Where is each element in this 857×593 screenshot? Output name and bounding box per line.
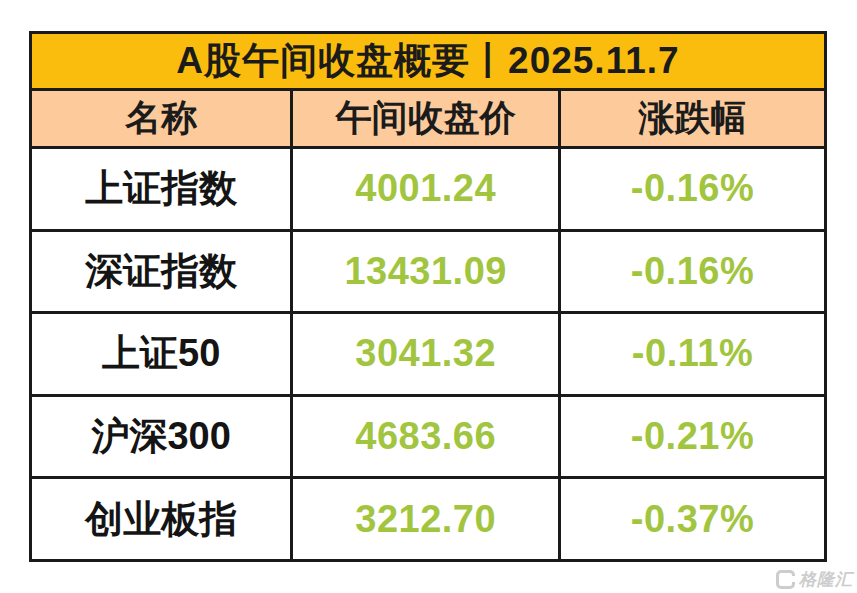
index-price-cell: 4683.66 — [293, 397, 561, 477]
index-price: 4001.24 — [355, 167, 496, 210]
index-name-cell: 上证50 — [32, 314, 293, 394]
index-price-cell: 13431.09 — [293, 232, 561, 312]
index-price: 3212.70 — [355, 498, 496, 541]
index-name: 创业板指 — [85, 494, 237, 545]
table-row: 沪深300 4683.66 -0.21% — [32, 397, 824, 480]
index-name: 沪深300 — [91, 411, 230, 462]
index-change-cell: -0.16% — [561, 149, 824, 229]
index-change-cell: -0.21% — [561, 397, 824, 477]
index-price: 4683.66 — [355, 415, 496, 458]
index-price: 13431.09 — [344, 250, 507, 293]
header-cell-change: 涨跌幅 — [561, 91, 824, 146]
index-price-cell: 3212.70 — [293, 479, 561, 559]
market-summary-table: A股午间收盘概要丨2025.11.7 名称 午间收盘价 涨跌幅 上证指数 400… — [29, 31, 827, 562]
index-change-cell: -0.37% — [561, 479, 824, 559]
column-header-change: 涨跌幅 — [639, 94, 747, 143]
index-change-cell: -0.16% — [561, 232, 824, 312]
table-row: 深证指数 13431.09 -0.16% — [32, 232, 824, 315]
table-row: 上证指数 4001.24 -0.16% — [32, 149, 824, 232]
header-cell-price: 午间收盘价 — [293, 91, 561, 146]
index-name-cell: 沪深300 — [32, 397, 293, 477]
table-header-row: 名称 午间收盘价 涨跌幅 — [32, 91, 824, 149]
index-change: -0.16% — [631, 167, 754, 210]
index-change: -0.21% — [631, 415, 754, 458]
table-title-bar: A股午间收盘概要丨2025.11.7 — [32, 34, 824, 91]
watermark-label: 格隆汇 — [799, 568, 853, 591]
gelonghui-watermark: 格隆汇 — [776, 568, 853, 591]
index-name: 上证50 — [102, 328, 220, 379]
index-price: 3041.32 — [355, 332, 496, 375]
index-change: -0.16% — [631, 250, 754, 293]
table-title: A股午间收盘概要丨2025.11.7 — [176, 36, 679, 86]
index-price-cell: 3041.32 — [293, 314, 561, 394]
table-row: 创业板指 3212.70 -0.37% — [32, 479, 824, 559]
header-cell-name: 名称 — [32, 91, 293, 146]
index-name: 深证指数 — [85, 246, 237, 297]
index-price-cell: 4001.24 — [293, 149, 561, 229]
gelonghui-logo-icon — [776, 570, 795, 589]
index-name-cell: 创业板指 — [32, 479, 293, 559]
index-name-cell: 深证指数 — [32, 232, 293, 312]
index-name-cell: 上证指数 — [32, 149, 293, 229]
index-change: -0.37% — [631, 498, 754, 541]
index-change-cell: -0.11% — [561, 314, 824, 394]
column-header-name: 名称 — [125, 94, 197, 143]
table-row: 上证50 3041.32 -0.11% — [32, 314, 824, 397]
index-change: -0.11% — [632, 332, 753, 375]
index-name: 上证指数 — [85, 163, 237, 214]
column-header-price: 午间收盘价 — [336, 94, 516, 143]
